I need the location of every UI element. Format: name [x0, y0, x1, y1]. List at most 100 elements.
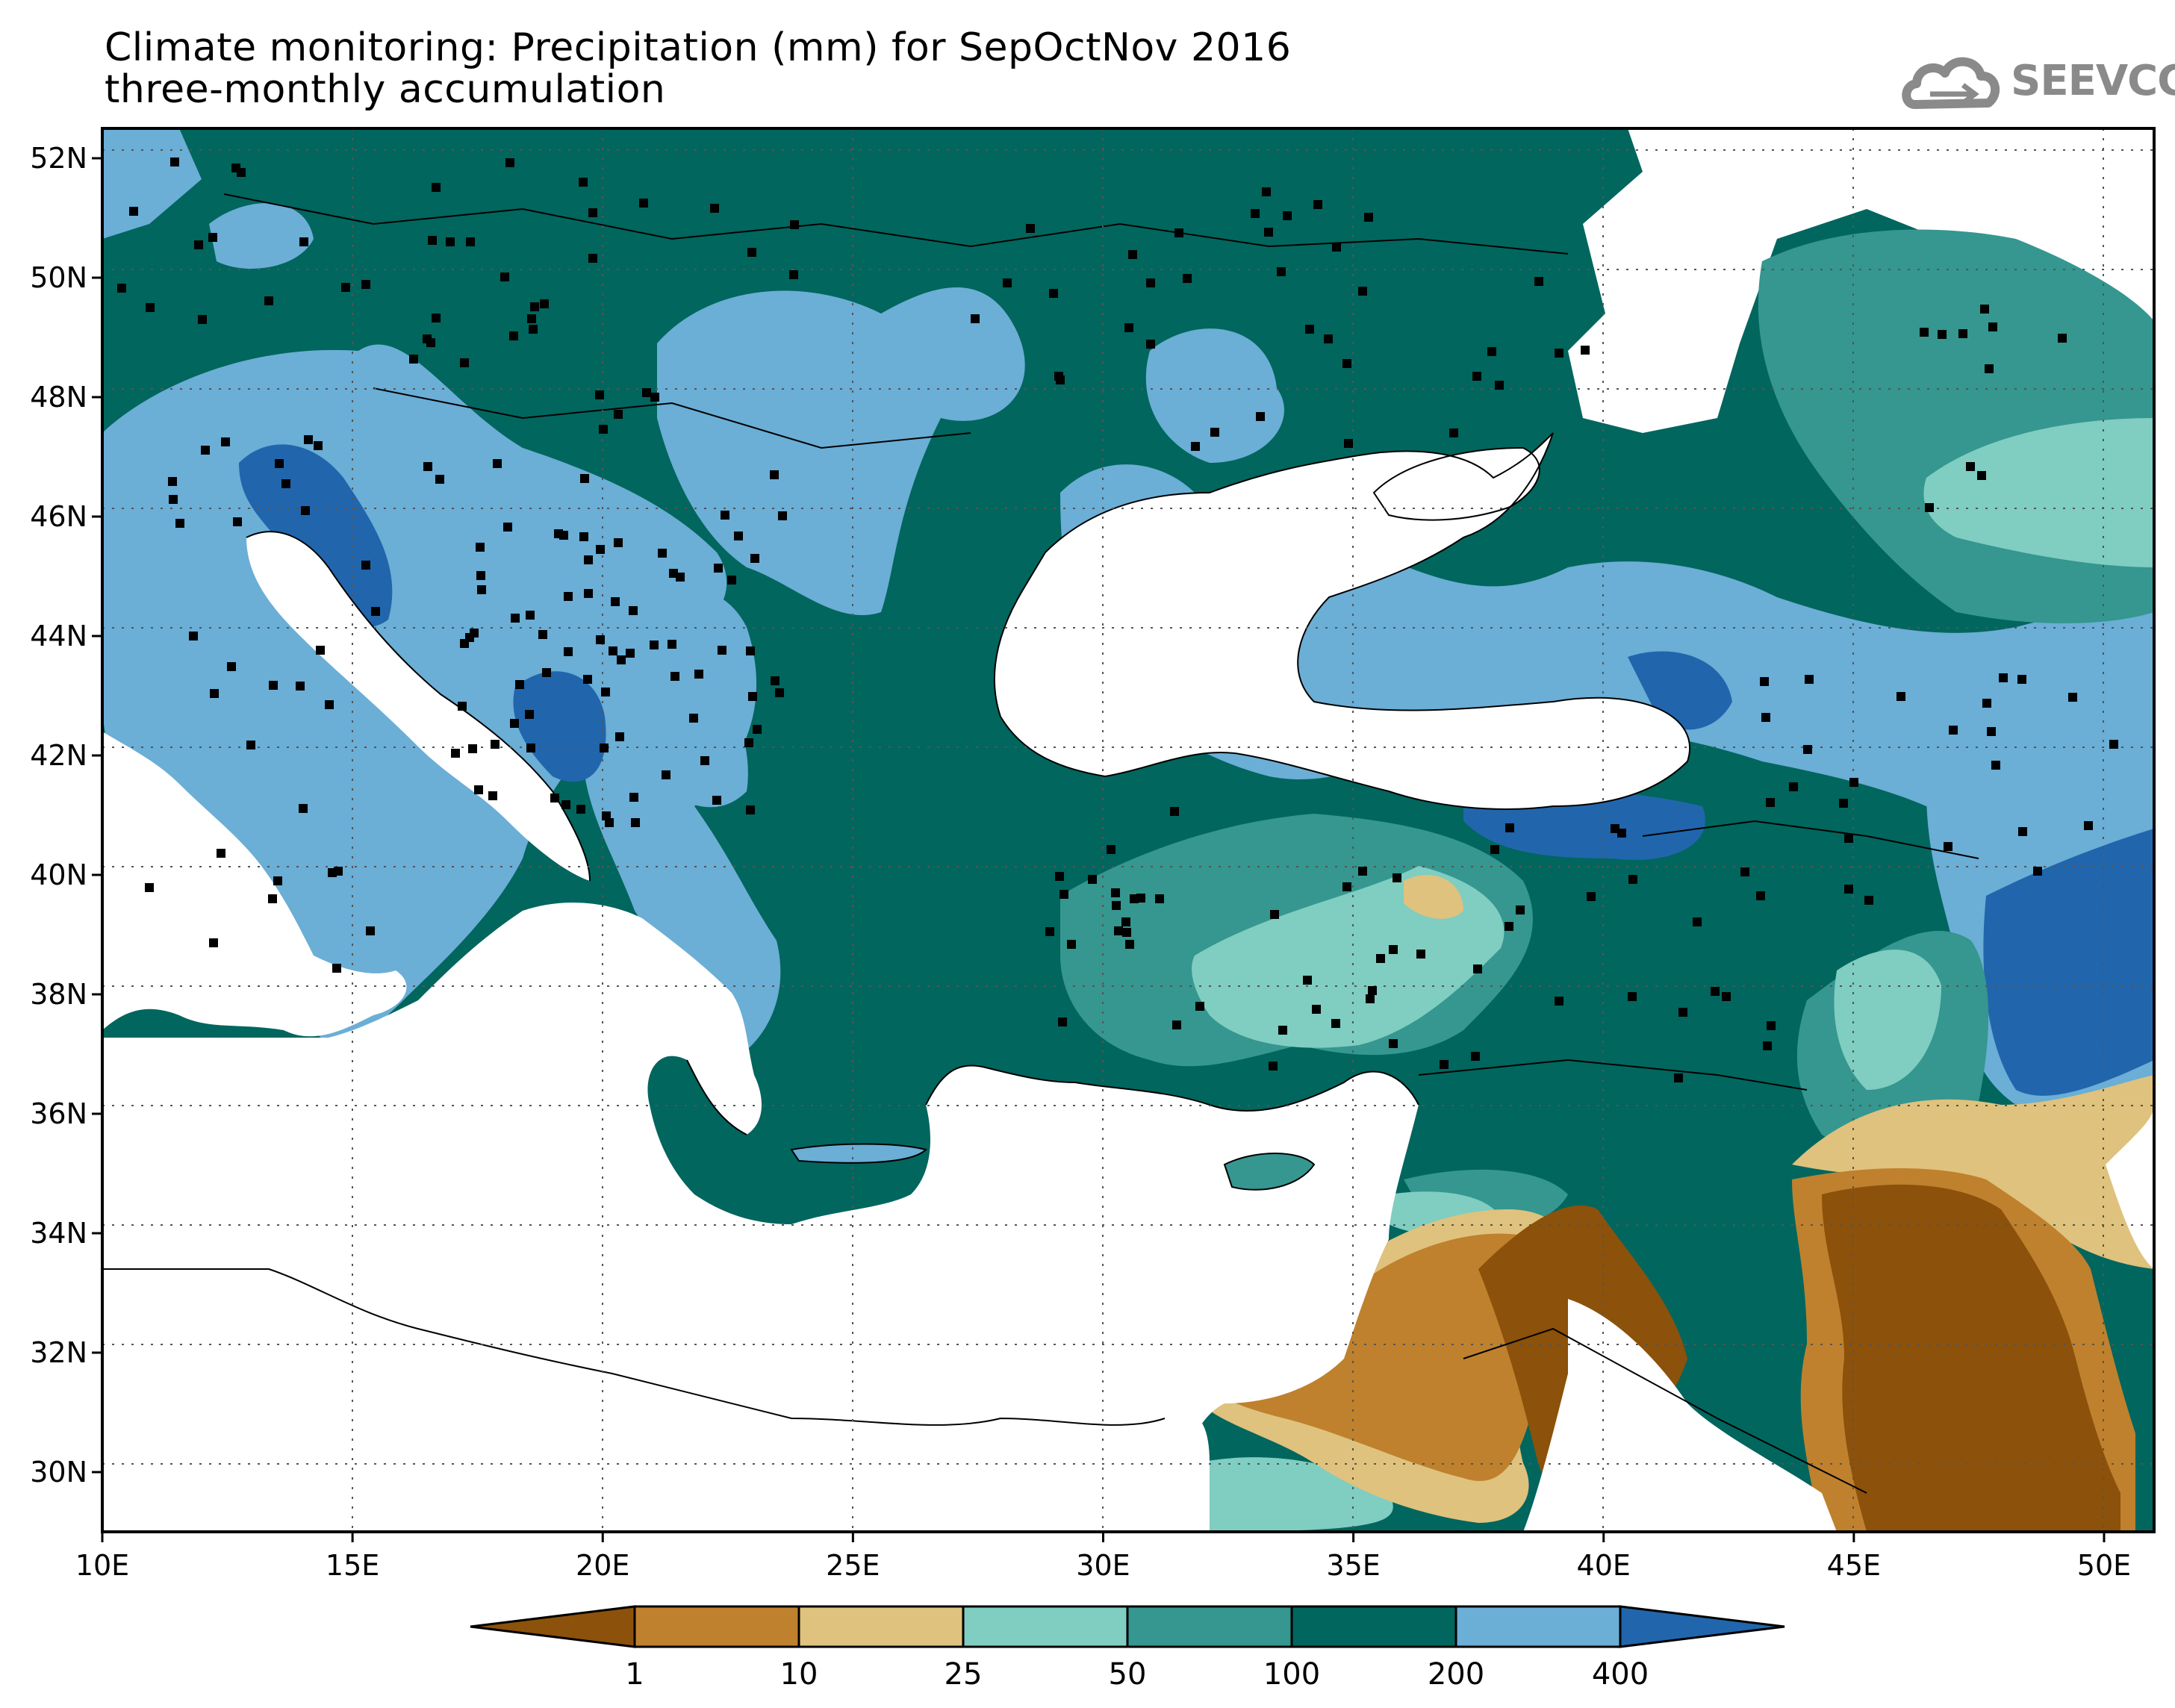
- station-marker: [1534, 277, 1543, 286]
- station-marker: [650, 640, 659, 649]
- precipitation-fields: [102, 128, 2154, 1532]
- station-marker: [600, 744, 609, 752]
- station-marker: [658, 549, 667, 558]
- station-marker: [596, 545, 605, 554]
- station-marker: [1896, 692, 1905, 701]
- station-marker: [746, 646, 755, 655]
- station-marker: [198, 315, 207, 324]
- station-marker: [468, 744, 477, 753]
- station-marker: [595, 390, 604, 399]
- station-marker: [1988, 322, 1997, 331]
- station-marker: [1195, 1002, 1204, 1011]
- station-marker: [1944, 842, 1952, 851]
- station-marker: [1146, 278, 1155, 287]
- station-marker: [268, 894, 277, 903]
- station-marker: [1763, 1041, 1772, 1050]
- station-marker: [1516, 906, 1525, 914]
- lon-tick-label: 20E: [576, 1549, 629, 1582]
- station-marker: [169, 495, 178, 504]
- seevccc-logo: SEEVCCC: [1900, 46, 2175, 113]
- station-marker: [2058, 334, 2067, 343]
- station-marker: [446, 237, 455, 246]
- logo-text: SEEVCCC: [2011, 57, 2175, 105]
- colorbar-swatch: [633, 1605, 800, 1648]
- station-marker: [1026, 224, 1035, 233]
- station-marker: [583, 675, 592, 684]
- station-marker: [227, 662, 236, 671]
- station-marker: [1864, 896, 1873, 905]
- station-marker: [428, 236, 437, 245]
- station-marker: [296, 682, 305, 691]
- station-marker: [1376, 954, 1385, 963]
- station-marker: [1471, 1052, 1480, 1061]
- station-marker: [1505, 922, 1513, 931]
- station-marker: [579, 532, 588, 541]
- station-marker: [584, 555, 593, 564]
- station-marker: [525, 710, 534, 719]
- station-marker: [1991, 761, 2000, 770]
- station-marker: [629, 606, 638, 615]
- station-marker: [1269, 1062, 1278, 1070]
- station-marker: [700, 756, 709, 765]
- station-marker: [1581, 346, 1590, 355]
- lat-tick-label: 46N: [30, 500, 87, 533]
- station-marker: [1060, 890, 1068, 899]
- station-marker: [1849, 778, 1858, 787]
- station-marker: [527, 314, 536, 323]
- station-marker: [1674, 1073, 1683, 1082]
- station-marker: [269, 681, 278, 690]
- lat-tick-label: 52N: [30, 142, 87, 175]
- station-marker: [129, 207, 138, 216]
- station-marker: [1251, 209, 1260, 218]
- station-marker: [1805, 675, 1814, 684]
- station-marker: [789, 270, 798, 279]
- station-marker: [1766, 798, 1775, 807]
- station-marker: [775, 688, 784, 697]
- station-marker: [559, 531, 568, 540]
- field-25-50-b: [1923, 418, 2154, 567]
- station-marker: [314, 441, 323, 450]
- station-marker: [409, 355, 418, 364]
- station-marker: [750, 554, 759, 563]
- station-marker: [505, 158, 514, 167]
- station-marker: [1112, 901, 1121, 910]
- station-marker: [1949, 726, 1958, 735]
- station-marker: [599, 425, 608, 434]
- station-marker: [2109, 740, 2118, 749]
- station-marker: [1331, 1019, 1340, 1028]
- station-marker: [579, 178, 588, 187]
- station-marker: [1472, 372, 1481, 381]
- colorbar-label: 400: [1592, 1657, 1649, 1692]
- station-marker: [631, 818, 640, 827]
- station-marker: [744, 738, 753, 747]
- station-marker: [1803, 745, 1812, 754]
- station-marker: [217, 849, 225, 858]
- colorbar-label: 200: [1428, 1657, 1484, 1692]
- station-marker: [1172, 1020, 1181, 1029]
- map-frame: [101, 127, 2156, 1533]
- station-marker: [451, 749, 460, 758]
- station-marker: [316, 646, 325, 655]
- station-marker: [1264, 228, 1273, 237]
- station-marker: [542, 668, 551, 677]
- station-marker: [1555, 349, 1563, 358]
- lon-tick-label: 10E: [75, 1549, 129, 1582]
- station-marker: [727, 576, 736, 585]
- station-marker: [2017, 675, 2026, 684]
- field-over-400-b: [513, 671, 606, 782]
- station-marker: [564, 592, 573, 601]
- station-marker: [1756, 891, 1765, 900]
- colorbar-swatch: [797, 1605, 965, 1648]
- station-marker: [299, 237, 308, 246]
- station-marker: [361, 561, 370, 570]
- station-marker: [146, 303, 155, 312]
- station-marker: [334, 867, 343, 876]
- station-marker: [753, 725, 762, 734]
- station-marker: [1283, 211, 1292, 220]
- station-marker: [488, 791, 497, 800]
- lat-tick-label: 38N: [30, 978, 87, 1011]
- station-marker: [778, 511, 787, 520]
- station-marker: [712, 796, 721, 805]
- station-marker: [325, 700, 334, 709]
- station-marker: [304, 435, 313, 444]
